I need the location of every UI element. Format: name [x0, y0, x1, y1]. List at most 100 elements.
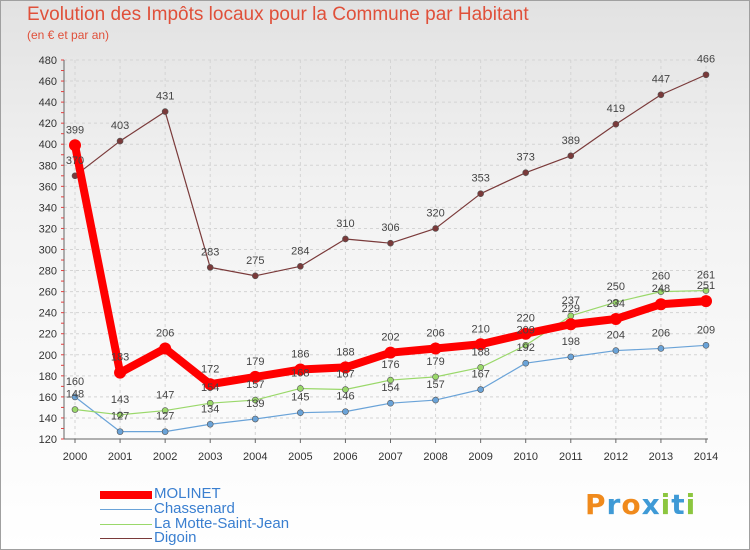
data-point-la-motte-saint-jean: [612, 298, 620, 306]
y-tick-label: 460: [39, 76, 57, 88]
x-tick-label: 2010: [513, 451, 537, 463]
data-point-chassenard: [432, 396, 439, 404]
legend-label-digoin: Digoin: [154, 529, 197, 546]
data-label-digoin: 419: [607, 103, 625, 115]
data-point-la-motte-saint-jean: [116, 411, 124, 419]
data-point-digoin: [342, 235, 349, 243]
data-label-chassenard: 127: [111, 411, 129, 423]
y-tick-label: 240: [39, 308, 57, 320]
data-point-molinet: [294, 363, 307, 376]
data-point-molinet: [249, 370, 262, 383]
data-label-molinet: 188: [336, 346, 354, 358]
data-label-chassenard: 157: [426, 379, 444, 391]
data-label-la-motte-saint-jean: 209: [517, 324, 535, 336]
y-tick-label: 280: [39, 266, 57, 278]
data-point-digoin: [387, 239, 394, 247]
chart-title: Evolution des Impôts locaux pour la Comm…: [27, 4, 529, 25]
data-label-la-motte-saint-jean: 148: [66, 389, 84, 401]
y-tick-label: 160: [39, 392, 57, 404]
data-point-chassenard: [251, 415, 259, 423]
data-point-molinet: [69, 139, 81, 152]
data-point-molinet: [609, 312, 622, 325]
y-tick-label: 120: [39, 434, 57, 446]
data-point-chassenard: [71, 393, 79, 401]
x-tick-label: 2003: [198, 451, 222, 463]
y-tick-label: 180: [39, 371, 57, 383]
data-label-chassenard: 127: [156, 411, 174, 423]
data-label-chassenard: 146: [336, 391, 354, 403]
data-label-molinet: 220: [517, 313, 535, 325]
data-point-molinet: [204, 378, 217, 391]
data-label-digoin: 320: [426, 207, 444, 219]
data-label-molinet: 206: [426, 327, 444, 339]
x-tick-label: 2006: [333, 451, 357, 463]
x-tick-label: 2009: [468, 451, 492, 463]
data-label-chassenard: 154: [381, 382, 399, 394]
data-label-la-motte-saint-jean: 143: [111, 394, 129, 406]
x-tick-label: 2012: [604, 451, 628, 463]
data-point-la-motte-saint-jean: [702, 287, 710, 294]
data-point-digoin: [251, 272, 259, 280]
x-tick-label: 2001: [108, 451, 132, 463]
data-label-molinet: 234: [607, 298, 625, 310]
y-tick-label: 420: [39, 118, 57, 130]
data-label-molinet: 202: [381, 332, 399, 344]
data-point-chassenard: [342, 408, 349, 415]
y-tick-label: 400: [39, 139, 57, 151]
data-label-molinet: 206: [156, 327, 174, 339]
data-point-molinet: [654, 298, 667, 311]
y-tick-label: 360: [39, 181, 57, 193]
x-tick-label: 2005: [288, 451, 312, 463]
legend-swatch-chassenard: [100, 509, 152, 510]
y-tick-label: 480: [39, 55, 57, 67]
data-label-la-motte-saint-jean: 147: [156, 390, 174, 402]
data-point-la-motte-saint-jean: [477, 364, 484, 371]
data-point-la-motte-saint-jean: [387, 376, 394, 384]
data-label-la-motte-saint-jean: 176: [381, 359, 399, 371]
data-label-chassenard: 192: [517, 342, 535, 354]
data-point-chassenard: [387, 399, 394, 407]
data-point-molinet: [564, 318, 577, 331]
data-point-chassenard: [116, 428, 124, 435]
data-point-chassenard: [657, 345, 665, 352]
data-point-digoin: [161, 108, 169, 115]
data-label-la-motte-saint-jean: 154: [201, 382, 219, 394]
data-label-chassenard: 198: [562, 336, 580, 348]
x-tick-label: 2004: [243, 451, 267, 463]
chart-subtitle: (en € et par an): [27, 28, 110, 42]
data-point-la-motte-saint-jean: [522, 342, 530, 349]
data-point-molinet: [384, 346, 397, 359]
data-label-la-motte-saint-jean: 261: [697, 270, 715, 282]
data-label-digoin: 466: [697, 54, 715, 66]
data-point-digoin: [477, 190, 484, 198]
y-tick-label: 380: [39, 160, 57, 172]
data-label-digoin: 370: [66, 155, 84, 167]
data-point-molinet: [519, 327, 532, 340]
data-point-chassenard: [477, 386, 484, 393]
data-label-chassenard: 167: [471, 369, 489, 381]
data-point-chassenard: [522, 359, 530, 367]
data-label-digoin: 403: [111, 120, 129, 132]
data-point-molinet: [114, 366, 127, 379]
data-point-chassenard: [161, 428, 169, 435]
data-label-molinet: 210: [471, 323, 489, 335]
data-point-digoin: [206, 264, 214, 271]
data-label-chassenard: 209: [697, 324, 715, 336]
data-point-digoin: [657, 91, 665, 99]
legend-label-chassenard: Chassenard: [154, 500, 235, 517]
x-tick-label: 2002: [153, 451, 177, 463]
x-tick-label: 2008: [423, 451, 447, 463]
data-point-chassenard: [612, 347, 620, 354]
data-label-la-motte-saint-jean: 168: [291, 367, 309, 379]
data-point-la-motte-saint-jean: [297, 385, 304, 392]
data-point-la-motte-saint-jean: [161, 407, 169, 414]
data-point-molinet: [429, 342, 442, 355]
data-label-digoin: 275: [246, 255, 264, 267]
data-label-la-motte-saint-jean: 237: [562, 295, 580, 307]
data-label-digoin: 373: [517, 152, 535, 164]
data-label-digoin: 447: [652, 74, 670, 86]
y-tick-label: 440: [39, 97, 57, 109]
data-label-molinet: 251: [697, 280, 715, 292]
data-label-chassenard: 206: [652, 327, 670, 339]
